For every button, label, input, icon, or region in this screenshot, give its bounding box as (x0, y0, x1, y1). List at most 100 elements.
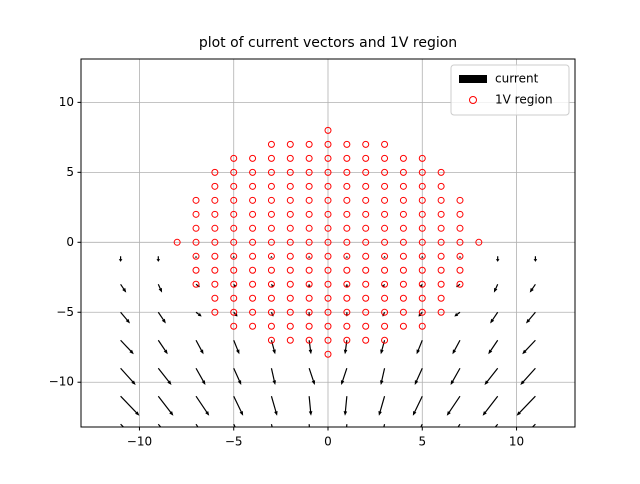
region-point (211, 280, 219, 288)
region-point (267, 182, 275, 190)
region-point (324, 182, 332, 190)
region-point (362, 322, 370, 330)
region-point (267, 294, 275, 302)
current-arrow (516, 395, 536, 416)
region-point (286, 140, 294, 148)
region-point (381, 238, 389, 246)
region-point (305, 238, 313, 246)
region-point (418, 294, 426, 302)
x-tick-label: −5 (225, 435, 243, 449)
current-arrow (382, 283, 386, 288)
region-point (249, 266, 257, 274)
region-point (286, 168, 294, 176)
region-point (324, 252, 332, 260)
current-arrow (233, 283, 237, 288)
region-point (399, 182, 407, 190)
region-point (418, 238, 426, 246)
region-point (230, 154, 238, 162)
region-point (437, 308, 445, 316)
current-arrow (378, 396, 386, 416)
region-point (305, 182, 313, 190)
region-point (211, 252, 219, 260)
region-point (230, 238, 238, 246)
current-arrow (120, 423, 125, 427)
region-point (362, 266, 370, 274)
region-point (399, 224, 407, 232)
current-arrow (454, 311, 461, 317)
region-point (324, 224, 332, 232)
region-point (437, 196, 445, 204)
region-point (343, 210, 351, 218)
region-point (249, 224, 257, 232)
current-arrow (195, 367, 206, 386)
current-arrow (418, 311, 423, 317)
region-point (324, 168, 332, 176)
region-point (267, 196, 275, 204)
region-point (418, 252, 426, 260)
region-point (456, 210, 464, 218)
region-point (286, 182, 294, 190)
region-point (192, 238, 200, 246)
region-point (324, 238, 332, 246)
current-arrow (308, 368, 316, 386)
region-point (362, 196, 370, 204)
region-point (362, 224, 370, 232)
region-point (230, 280, 238, 288)
region-point (343, 224, 351, 232)
region-point (418, 266, 426, 274)
region-point (267, 168, 275, 176)
region-point (437, 294, 445, 302)
region-point (399, 196, 407, 204)
region-point (324, 196, 332, 204)
current-arrow (233, 367, 242, 386)
region-point (418, 196, 426, 204)
current-arrow (414, 367, 423, 386)
current-arrow (346, 424, 348, 427)
region-point (267, 280, 275, 288)
region-point (456, 252, 464, 260)
current-arrow (458, 256, 462, 258)
current-arrow (340, 368, 348, 386)
region-point (249, 238, 257, 246)
region-point (286, 280, 294, 288)
region-point (305, 154, 313, 162)
region-point (343, 196, 351, 204)
region-point (381, 196, 389, 204)
current-arrow (270, 424, 273, 427)
current-arrow (231, 256, 236, 258)
region-point (211, 210, 219, 218)
region-point (192, 252, 200, 260)
region-point (267, 336, 275, 344)
region-point (399, 154, 407, 162)
region-point (286, 322, 294, 330)
region-point (211, 196, 219, 204)
current-arrow (525, 311, 536, 324)
current-arrow (345, 256, 349, 258)
plot-area (118, 126, 538, 427)
region-point (249, 252, 257, 260)
region-point (249, 182, 257, 190)
region-point (399, 308, 407, 316)
y-tick-label: 0 (66, 235, 74, 249)
region-point (192, 280, 200, 288)
region-point (249, 196, 257, 204)
region-point (267, 154, 275, 162)
current-arrow (522, 339, 536, 355)
current-arrow (120, 283, 127, 293)
region-point (192, 224, 200, 232)
region-point (456, 280, 464, 288)
region-point (343, 294, 351, 302)
region-point (267, 322, 275, 330)
current-arrow (307, 256, 311, 258)
current-arrow (120, 367, 136, 386)
region-point (343, 322, 351, 330)
current-arrow (157, 284, 163, 293)
current-arrow (416, 340, 423, 355)
region-point (211, 266, 219, 274)
current-arrow (308, 424, 310, 427)
region-point (437, 210, 445, 218)
region-point (286, 238, 294, 246)
region-point (324, 308, 332, 316)
y-tick-label: −10 (49, 375, 74, 389)
region-point (437, 182, 445, 190)
